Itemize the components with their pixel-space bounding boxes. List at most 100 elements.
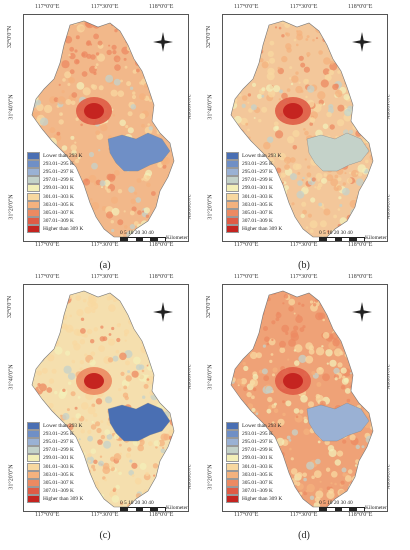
legend-label: 299.01–301 K [43,185,74,192]
legend-swatch [226,422,239,431]
legend-label: 295.01–297 K [43,439,74,446]
legend-swatch [27,224,40,233]
legend-label: Higher than 309 K [242,495,283,502]
panel-caption: (d) [298,530,310,541]
tick-bottom-label: 117°30'0"E [91,242,119,248]
panel-caption: (a) [99,260,111,271]
map-frame: Lower than 293 K 293.01–295 K 295.01–297 K… [222,284,388,512]
tick-bottom-label: 117°0'0"E [234,242,259,248]
legend-label: 307.01–309 K [242,487,273,494]
legend-swatch [226,478,239,487]
legend-swatch [27,168,40,177]
legend-swatch [27,446,40,455]
legend-swatch [27,192,40,201]
legend-item: 293.01–295 K [226,430,282,439]
legend-label: 303.01–305 K [242,201,273,208]
legend-label: 293.01–295 K [43,431,74,438]
legend-swatch [226,216,239,225]
legend-swatch [226,168,239,177]
legend-label: Higher than 309 K [43,225,84,232]
tick-top-label: 118°0'0"E [348,4,373,10]
legend-label: 299.01–301 K [242,455,273,462]
scale-unit-label: Kilometers [166,235,189,241]
legend-swatch [27,208,40,217]
legend-label: 297.01–299 K [43,447,74,454]
legend-swatch [27,184,40,193]
tick-left-label: 31°40'0"N [207,364,214,390]
legend-label: 295.01–297 K [242,169,273,176]
legend-item: 293.01–295 K [226,160,282,169]
map-frame: Lower than 293 K 293.01–295 K 295.01–297 K… [23,14,189,242]
tick-top-label: 117°30'0"E [91,274,119,280]
tick-top-label: 117°30'0"E [290,4,318,10]
legend-item: 297.01–299 K [27,446,83,455]
tick-bottom-label: 117°30'0"E [91,512,119,518]
legend-swatch [27,486,40,495]
legend-swatch [27,422,40,431]
scale-tick-labels: 0 5 10 20 30 40 [319,230,353,236]
legend-label: Lower than 293 K [242,153,282,160]
scale-bar: 0 5 10 20 30 40 Kilometers [319,230,387,241]
tick-left-label: 32°0'0"N [206,295,213,319]
legend-label: 299.01–301 K [43,455,74,462]
legend-label: 297.01–299 K [43,177,74,184]
legend-label: 305.01–307 K [242,209,273,216]
legend-item: 293.01–295 K [27,430,83,439]
legend-label: 301.01–303 K [43,463,74,470]
legend-swatch [226,200,239,209]
legend-swatch [27,438,40,447]
legend-item: Lower than 293 K [226,422,282,431]
north-arrow-icon [352,32,372,52]
legend-item: 299.01–301 K [226,454,282,463]
legend-label: 297.01–299 K [242,177,273,184]
legend-item: 307.01–309 K [226,216,282,225]
tick-bottom-label: 117°30'0"E [290,512,318,518]
tick-top-label: 117°30'0"E [91,4,119,10]
legend-item: 297.01–299 K [226,446,282,455]
legend-swatch [226,192,239,201]
legend-item: Lower than 293 K [226,152,282,161]
legend-label: 303.01–305 K [242,471,273,478]
scale-bar-graphic [120,237,166,241]
legend-label: 301.01–303 K [242,193,273,200]
legend-item: Higher than 309 K [226,494,283,503]
tick-left-label: 32°0'0"N [7,295,14,319]
legend-item: 307.01–309 K [226,486,282,495]
legend-label: 301.01–303 K [43,193,74,200]
scale-unit-label: Kilometers [166,505,189,511]
tick-left-label: 32°0'0"N [7,25,14,49]
tick-left-label: 31°20'0"N [207,464,214,490]
scale-unit-label: Kilometers [365,505,388,511]
legend-label: 293.01–295 K [242,431,273,438]
legend-item: Higher than 309 K [27,224,84,233]
legend-item: 295.01–297 K [226,168,282,177]
legend-label: Lower than 293 K [43,153,83,160]
legend-swatch [226,184,239,193]
legend-swatch [27,454,40,463]
legend-item: 307.01–309 K [27,486,83,495]
tick-left-label: 31°40'0"N [8,364,15,390]
legend-swatch [226,454,239,463]
scale-bar: 0 5 10 20 30 40 Kilometers [319,500,388,511]
legend-label: 305.01–307 K [43,209,74,216]
tick-top-label: 118°0'0"E [348,274,373,280]
legend-label: 305.01–307 K [43,479,74,486]
tick-top-label: 117°0'0"E [234,4,259,10]
legend: Lower than 293 K 293.01–295 K 295.01–297 K… [226,152,282,233]
temperature-map [31,290,175,508]
north-arrow-icon [352,302,372,322]
tick-top-label: 117°0'0"E [35,4,60,10]
map-panel-b: 117°0'0"E 117°30'0"E 118°0'0"E 117°0'0"E 117… [206,4,396,271]
scale-bar-graphic [319,507,365,511]
legend-label: Higher than 309 K [242,225,283,232]
scale-tick-labels: 0 5 10 20 30 40 [120,230,154,236]
legend-label: 299.01–301 K [242,185,273,192]
north-arrow-icon [153,32,173,52]
legend-swatch [27,160,40,169]
legend-item: Lower than 293 K [27,422,83,431]
tick-bottom-label: 117°0'0"E [35,512,60,518]
scale-bar: 0 5 10 20 30 40 Kilometers [120,500,189,511]
legend-swatch [27,176,40,185]
panel-caption: (b) [298,260,310,271]
legend-label: 303.01–305 K [43,201,74,208]
